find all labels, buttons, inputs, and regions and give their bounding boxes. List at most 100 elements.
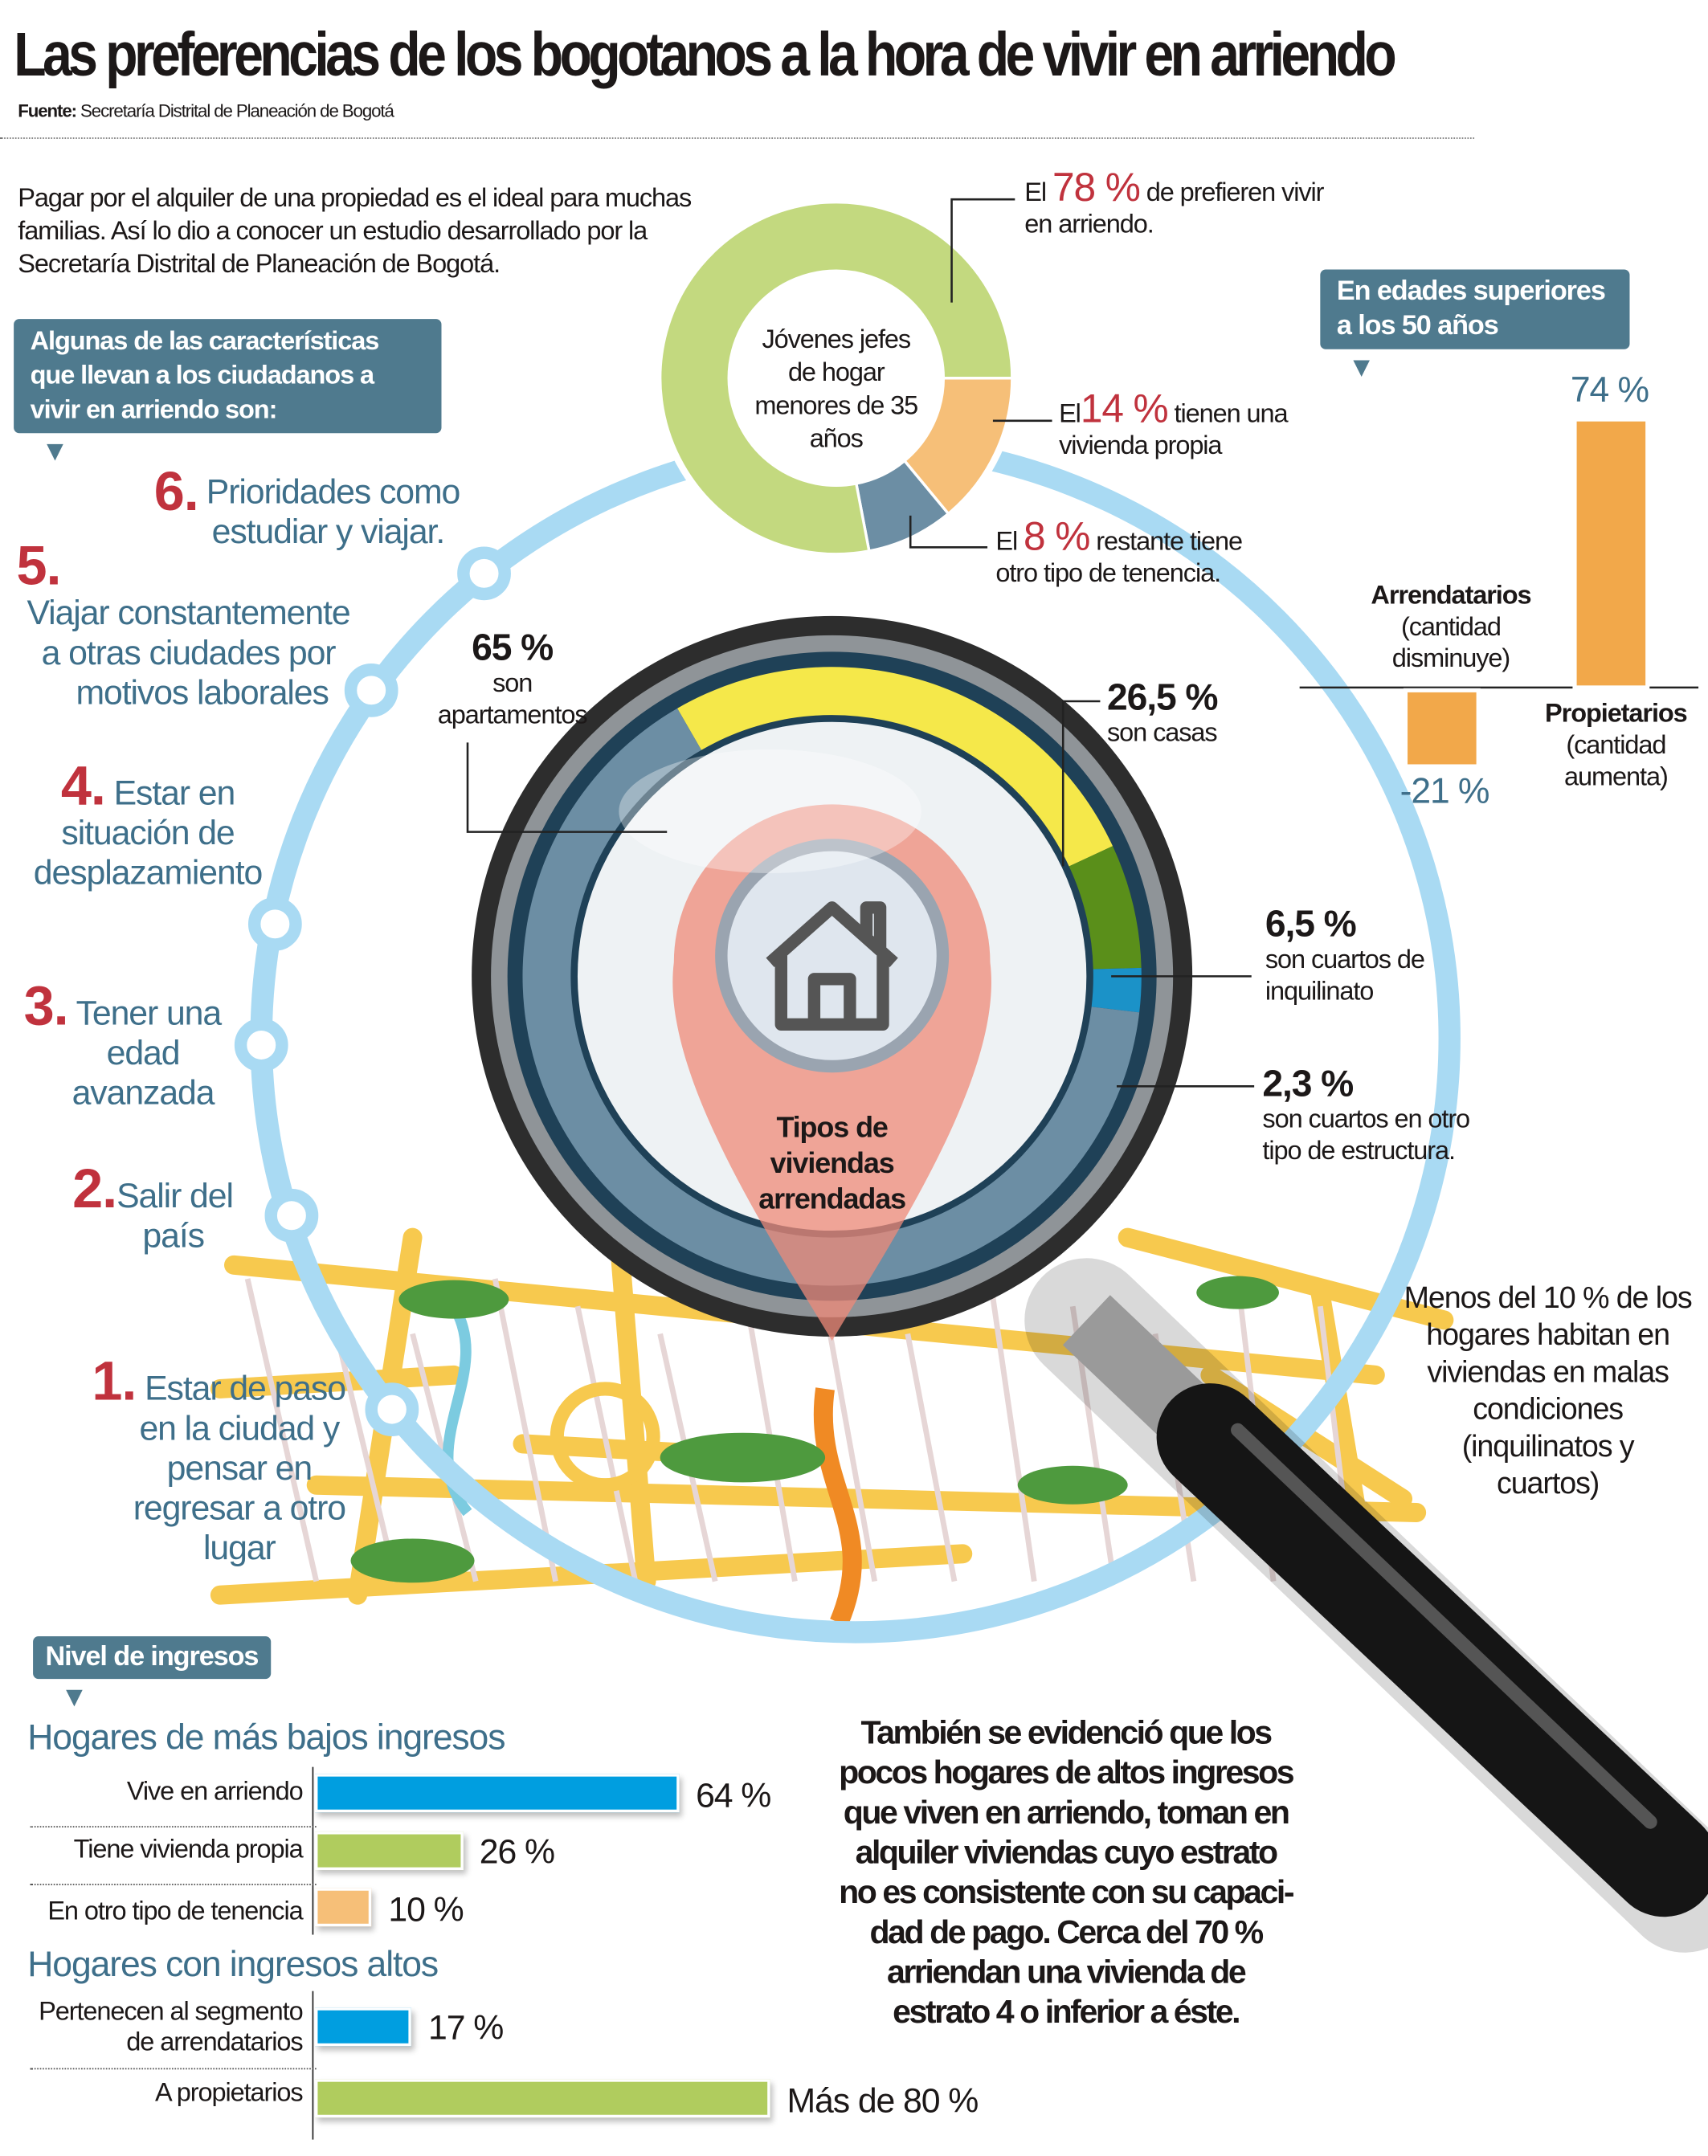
bar-otro-tipo bbox=[315, 1888, 372, 1927]
map-road bbox=[1310, 1283, 1371, 1550]
center-line: arrendadas bbox=[758, 1183, 906, 1216]
step-line: edad bbox=[106, 1034, 181, 1073]
conclusion-line: no es consistente con su capaci- bbox=[839, 1874, 1294, 1912]
label-text: son bbox=[492, 669, 533, 699]
center-line: menores de 35 bbox=[754, 391, 918, 421]
separator bbox=[30, 1884, 317, 1885]
map-road bbox=[210, 1365, 464, 1399]
source-text: Secretaría Distrital de Planeación de Bo… bbox=[80, 100, 394, 121]
label-inquilinato: 6,5 % son cuartos de inquilinato bbox=[1265, 903, 1425, 1008]
leader-casas bbox=[1061, 700, 1101, 867]
map-park bbox=[1196, 1276, 1279, 1309]
timeline-node bbox=[457, 546, 511, 601]
label-apartamentos: 65 % son apartamentos bbox=[427, 627, 599, 732]
step-line: Estar en bbox=[113, 774, 236, 813]
age50-heading: En edades superiores a los 50 años bbox=[1320, 269, 1630, 378]
characteristic-1: 1. Estar de paso en la ciudad y pensar e… bbox=[88, 1354, 349, 1569]
separator bbox=[30, 1826, 317, 1827]
map-street bbox=[739, 1278, 798, 1582]
step-line: estudiar y viajar. bbox=[211, 512, 446, 552]
axis-high bbox=[312, 1991, 314, 2140]
center-line: viviendas bbox=[770, 1148, 895, 1180]
conclusion-line: arriendan una vivienda de bbox=[887, 1954, 1247, 1991]
label-line: Pertenecen al segmento bbox=[39, 1998, 304, 2027]
step-line: regresar a otro bbox=[133, 1488, 346, 1528]
note-line: Menos del 10 % de los bbox=[1404, 1280, 1693, 1315]
axis-low bbox=[312, 1766, 314, 1935]
label-14: El14 % tienen una vivienda propia bbox=[1059, 390, 1289, 462]
map-street bbox=[987, 1278, 1037, 1582]
label-pct: 6,5 % bbox=[1265, 903, 1357, 945]
bar-arrendatarios-50 bbox=[1403, 688, 1481, 769]
heading-line: En edades superiores bbox=[1336, 276, 1606, 307]
timeline-node bbox=[365, 1382, 419, 1436]
label-text: tienen una bbox=[1174, 400, 1289, 430]
income-row-label: En otro tipo de tenencia bbox=[47, 1897, 303, 1927]
house-icon bbox=[766, 901, 898, 1031]
bar-value: 26 % bbox=[479, 1832, 555, 1872]
map-road bbox=[609, 1227, 656, 1591]
label-8: El 8 % restante tiene otro tipo de tenen… bbox=[995, 517, 1243, 590]
note-line: condiciones bbox=[1473, 1391, 1624, 1427]
map-street bbox=[574, 1305, 639, 1582]
label-pct: 26,5 % bbox=[1106, 676, 1218, 718]
characteristic-4: 4. Estar en situación de desplazamiento bbox=[27, 759, 268, 894]
label-text: son cuartos en otro bbox=[1262, 1105, 1470, 1135]
timeline-node bbox=[344, 663, 398, 717]
prop-value: 74 % bbox=[1570, 368, 1649, 410]
label-text: disminuye) bbox=[1391, 644, 1510, 674]
prop-label: Propietarios (cantidad aumenta) bbox=[1526, 699, 1706, 794]
map-park bbox=[1017, 1465, 1128, 1505]
young-center-label: Jóvenes jefes de hogar menores de 35 año… bbox=[742, 325, 930, 456]
step-line: país bbox=[142, 1216, 205, 1256]
map-river-road bbox=[813, 1387, 862, 1627]
arr-value: -21 % bbox=[1399, 770, 1490, 811]
ring-slice-3 bbox=[1091, 967, 1142, 1013]
label-text: restante tiene bbox=[1096, 528, 1243, 557]
center-line: Tipos de bbox=[776, 1112, 888, 1145]
step-line: avanzada bbox=[72, 1073, 215, 1113]
label-78: El 78 % de prefieren vivir en arriendo. bbox=[1024, 169, 1324, 241]
note-line: viviendas en malas bbox=[1427, 1354, 1669, 1389]
conclusion-line: que viven en arriendo, toman en bbox=[843, 1794, 1290, 1832]
intro-text: Pagar por el alquiler de una propiedad e… bbox=[18, 184, 692, 280]
characteristic-5: 5. Viajar constantemente a otras ciudade… bbox=[17, 539, 361, 713]
label-title: Arrendatarios bbox=[1371, 582, 1531, 611]
step-line: desplazamiento bbox=[33, 854, 264, 892]
bar-vivienda-propia bbox=[315, 1831, 464, 1871]
conclusion-line: alquiler viviendas cuyo estrato bbox=[855, 1834, 1279, 1872]
characteristics-heading: Algunas de las características que lleva… bbox=[14, 319, 442, 461]
income-heading: Nivel de ingresos bbox=[33, 1636, 271, 1707]
timeline-node bbox=[264, 1188, 319, 1243]
bar-segmento-arrendatarios bbox=[315, 2007, 412, 2047]
map-street bbox=[905, 1333, 958, 1582]
bar-value: 17 % bbox=[428, 2008, 504, 2048]
source-label: Fuente: bbox=[18, 100, 77, 121]
characteristic-2: 2.Salir del país bbox=[63, 1162, 243, 1256]
source: Fuente: Secretaría Distrital de Planeaci… bbox=[18, 100, 394, 121]
bar-value: 10 % bbox=[388, 1890, 464, 1929]
note-line: hogares habitan en bbox=[1426, 1317, 1670, 1352]
label-pct: 65 % bbox=[472, 627, 554, 668]
center-line: Jóvenes jefes bbox=[762, 325, 911, 355]
note-line: cuartos) bbox=[1496, 1465, 1600, 1501]
label-text: aumenta) bbox=[1564, 763, 1669, 792]
step-number: 5. bbox=[16, 536, 62, 597]
label-text: en arriendo. bbox=[1024, 210, 1154, 239]
step-line: Prioridades como bbox=[206, 472, 461, 512]
label-text: apartamentos bbox=[437, 701, 588, 730]
step-line: en la ciudad y bbox=[139, 1409, 340, 1448]
income-row-label: A propietarios bbox=[155, 2079, 304, 2109]
map-roundabout bbox=[550, 1382, 660, 1492]
step-line: Estar de paso bbox=[145, 1369, 346, 1408]
step-number: 2. bbox=[72, 1159, 117, 1220]
conclusion-line: pocos hogares de altos ingresos bbox=[839, 1754, 1295, 1792]
label-pct: 14 % bbox=[1080, 387, 1169, 432]
center-line: años bbox=[809, 424, 864, 454]
timeline-node bbox=[234, 1018, 288, 1072]
ring-slice-1 bbox=[677, 667, 1113, 867]
page-title: Las preferencias de los bogotanos a la h… bbox=[14, 18, 1397, 90]
label-text: otro tipo de tenencia. bbox=[995, 559, 1221, 589]
